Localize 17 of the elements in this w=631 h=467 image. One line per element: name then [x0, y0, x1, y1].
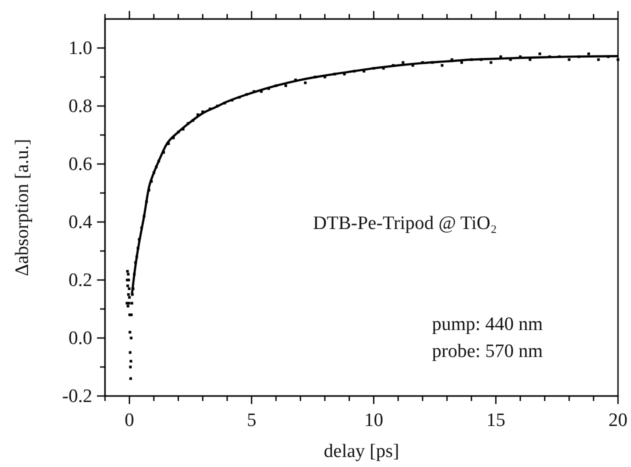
x-axis-title: delay [ps] [324, 441, 400, 462]
x-tick-label: 15 [486, 410, 506, 431]
annotation: probe: 570 nm [432, 341, 544, 362]
y-tick-label: 0.0 [68, 328, 92, 350]
y-tick-label: 0.6 [68, 154, 92, 176]
y-tick-label: 0.2 [68, 270, 92, 292]
annotation: pump: 440 nm [432, 314, 544, 335]
x-tick-label: 0 [124, 410, 134, 431]
y-tick-label: 0.4 [68, 212, 93, 234]
x-tick-label: 20 [608, 410, 628, 431]
x-tick-label: 5 [246, 410, 256, 431]
annotation: DTB-Pe-Tripod @ TiO₂ [313, 213, 497, 234]
y-tick-label: 1.0 [68, 38, 92, 60]
y-tick-label: 0.8 [68, 96, 92, 118]
y-tick-label: -0.2 [62, 386, 92, 408]
y-axis-title: Δabsorption [a.u.] [12, 138, 33, 276]
x-tick-label: 10 [364, 410, 384, 431]
